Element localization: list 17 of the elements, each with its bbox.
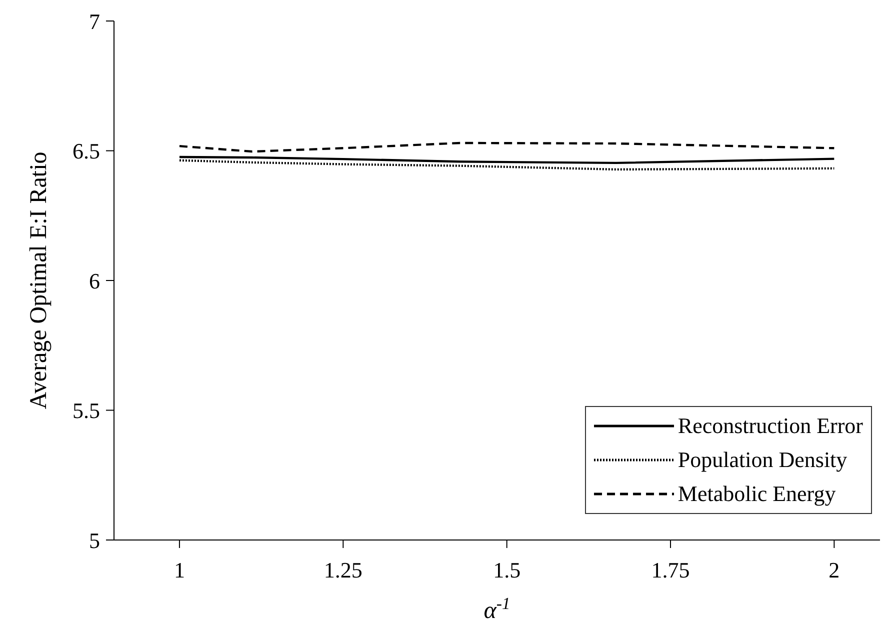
x-axis-title: α$^{-1}$ — [484, 594, 510, 624]
x-tick-label: 2 — [828, 558, 840, 583]
y-tick-label: 7 — [89, 8, 100, 34]
legend-label: Population Density — [678, 447, 848, 473]
line-series — [178, 142, 836, 153]
line-series — [178, 159, 836, 171]
y-tick-label: 5.5 — [72, 398, 100, 424]
y-tick-label: 5 — [89, 528, 100, 553]
legend-label: Reconstruction Error — [678, 413, 863, 439]
x-tick-label: 1.75 — [651, 558, 690, 583]
y-tick-label: 6.5 — [72, 138, 100, 164]
y-tick-label: 6 — [89, 268, 100, 294]
x-tick-label: 1.25 — [324, 558, 362, 583]
x-tick-label: 1 — [174, 558, 185, 583]
legend-label: Metabolic Energy — [678, 481, 836, 507]
x-tick-label: 1.5 — [493, 558, 521, 583]
y-axis-title: Average Optimal E:I Ratio — [26, 152, 52, 410]
